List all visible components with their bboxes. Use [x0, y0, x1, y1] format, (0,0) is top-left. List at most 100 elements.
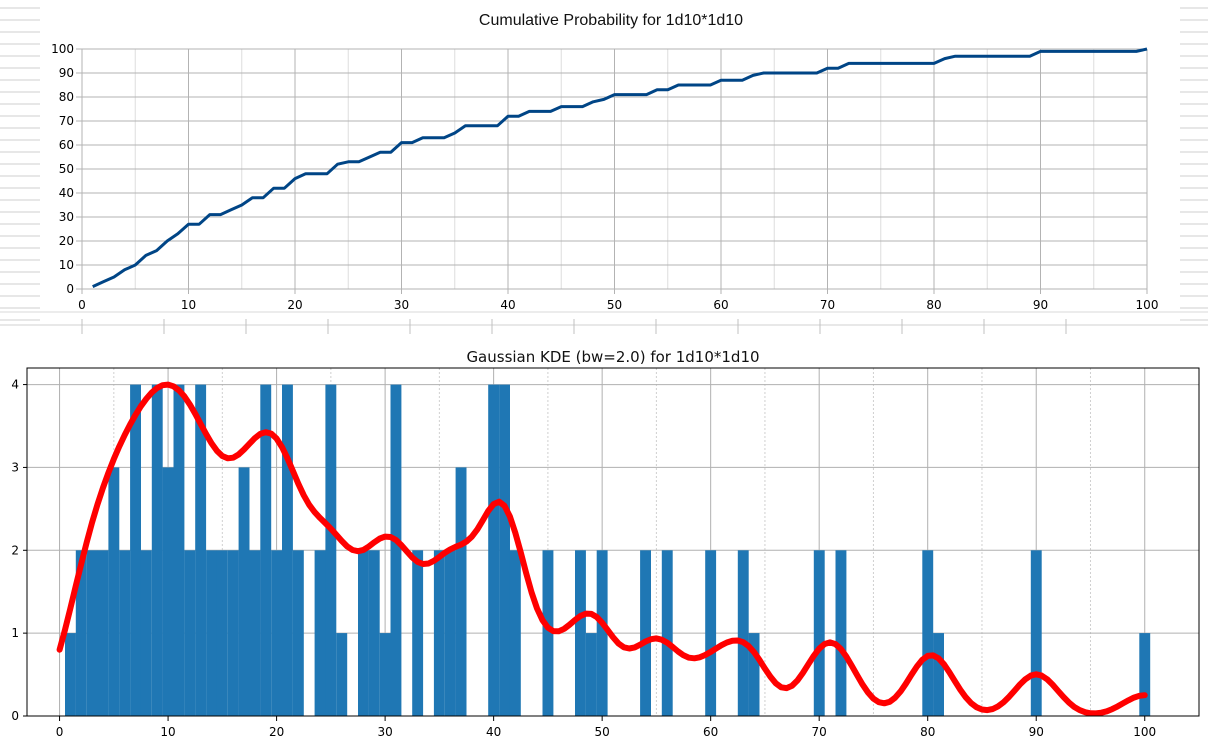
x-tick-label: 0: [78, 298, 86, 312]
histogram-bar: [173, 384, 185, 716]
histogram-bar: [575, 550, 586, 716]
histogram-bar: [499, 384, 510, 716]
x-tick-label: 90: [1029, 725, 1044, 739]
x-tick-label: 90: [1033, 298, 1048, 312]
histogram-bar: [260, 384, 272, 716]
x-tick-label: 60: [713, 298, 728, 312]
kde-curve: [56, 381, 1148, 717]
histogram-bar: [737, 550, 749, 716]
cumulative-line: [92, 47, 1148, 288]
histogram-bar: [542, 550, 554, 716]
histogram-bar: [227, 550, 239, 716]
histogram-bar: [813, 550, 825, 716]
histogram-bar: [1030, 550, 1042, 716]
y-tick-label: 100: [51, 42, 74, 56]
histogram-bar: [336, 633, 348, 716]
lower-axis-marks: [0, 311, 1208, 334]
histogram-bar: [358, 550, 369, 716]
x-tick-label: 30: [377, 725, 392, 739]
y-tick-label: 4: [11, 378, 19, 392]
gridlines: [81, 48, 1148, 290]
histogram-bars: [65, 384, 1151, 716]
x-axis-ticks: 0 10 20 30 40 50 60 70 80 90 100: [78, 289, 1158, 312]
histogram-bar: [184, 550, 196, 716]
x-tick-label: 70: [812, 725, 827, 739]
x-tick-label: 40: [486, 725, 501, 739]
x-tick-label: 100: [1133, 725, 1156, 739]
y-axis-ticks: 0 10 20 30 40 50 60 70 80 90 100: [51, 42, 82, 296]
cumulative-probability-chart: Cumulative Probability for 1d10*1d10 0 10…: [0, 7, 1208, 334]
histogram-bar: [748, 633, 760, 716]
y-tick-label: 2: [11, 543, 19, 557]
y-tick-label: 90: [59, 66, 74, 80]
histogram-bar: [130, 384, 141, 716]
y-tick-label: 70: [59, 114, 74, 128]
histogram-bar: [216, 550, 228, 716]
y-tick-label: 3: [11, 460, 19, 474]
histogram-bar: [65, 633, 76, 716]
histogram-bar: [835, 550, 847, 716]
side-lines: [0, 7, 1208, 326]
x-tick-label: 20: [287, 298, 302, 312]
histogram-bar: [444, 550, 456, 716]
y-tick-label: 20: [59, 234, 74, 248]
chart-title: Cumulative Probability for 1d10*1d10: [479, 12, 743, 29]
histogram-bar: [368, 550, 380, 716]
y-axis-ticks: 0 1 2 3 4: [11, 378, 27, 723]
histogram-bar: [488, 384, 500, 716]
histogram-bar: [922, 550, 934, 716]
x-axis-ticks: 0 10 20 30 40 50 60 70 80 90 100: [56, 716, 1156, 739]
x-tick-label: 80: [926, 298, 941, 312]
y-tick-label: 30: [59, 210, 74, 224]
histogram-bar: [1139, 633, 1151, 716]
y-tick-label: 0: [11, 709, 19, 723]
histogram-bar: [433, 550, 445, 716]
x-tick-label: 10: [181, 298, 196, 312]
histogram-bar: [151, 384, 163, 716]
histogram-bar: [455, 467, 467, 716]
histogram-bar: [412, 550, 424, 716]
y-tick-label: 40: [59, 186, 74, 200]
histogram-bar: [933, 633, 944, 716]
y-tick-label: 80: [59, 90, 74, 104]
x-tick-label: 30: [394, 298, 409, 312]
x-tick-label: 20: [269, 725, 284, 739]
chart-title: Gaussian KDE (bw=2.0) for 1d10*1d10: [466, 348, 759, 366]
x-tick-label: 50: [595, 725, 610, 739]
x-tick-label: 40: [500, 298, 515, 312]
y-tick-label: 0: [66, 282, 74, 296]
histogram-bar: [509, 550, 521, 716]
y-tick-label: 60: [59, 138, 74, 152]
plot-frame: [26, 367, 1200, 717]
x-tick-label: 0: [56, 725, 64, 739]
y-tick-label: 10: [59, 258, 74, 272]
histogram-bar: [206, 550, 217, 716]
histogram-bar: [314, 550, 326, 716]
histogram-bar: [292, 550, 304, 716]
y-tick-label: 1: [11, 626, 19, 640]
histogram-bar: [238, 467, 250, 716]
histogram-bar: [249, 550, 261, 716]
histogram-bar: [282, 384, 293, 716]
histogram-bar: [390, 384, 402, 716]
histogram-bar: [705, 550, 717, 716]
histogram-bar: [271, 550, 283, 716]
y-tick-label: 50: [59, 162, 74, 176]
histogram-bar: [596, 550, 608, 716]
histogram-bar: [585, 633, 597, 716]
histogram-bar: [379, 633, 391, 716]
histogram-bar: [195, 384, 207, 716]
x-tick-label: 100: [1136, 298, 1159, 312]
histogram-bar: [86, 550, 98, 716]
x-tick-label: 10: [160, 725, 175, 739]
histogram-bar: [108, 467, 120, 716]
x-tick-label: 50: [607, 298, 622, 312]
x-tick-label: 80: [920, 725, 935, 739]
x-tick-label: 60: [703, 725, 718, 739]
x-tick-label: 70: [820, 298, 835, 312]
histogram-bar: [325, 384, 337, 716]
histogram-bar: [97, 550, 109, 716]
histogram-bar: [140, 550, 152, 716]
histogram-bar: [162, 467, 174, 716]
histogram-bar: [640, 550, 651, 716]
